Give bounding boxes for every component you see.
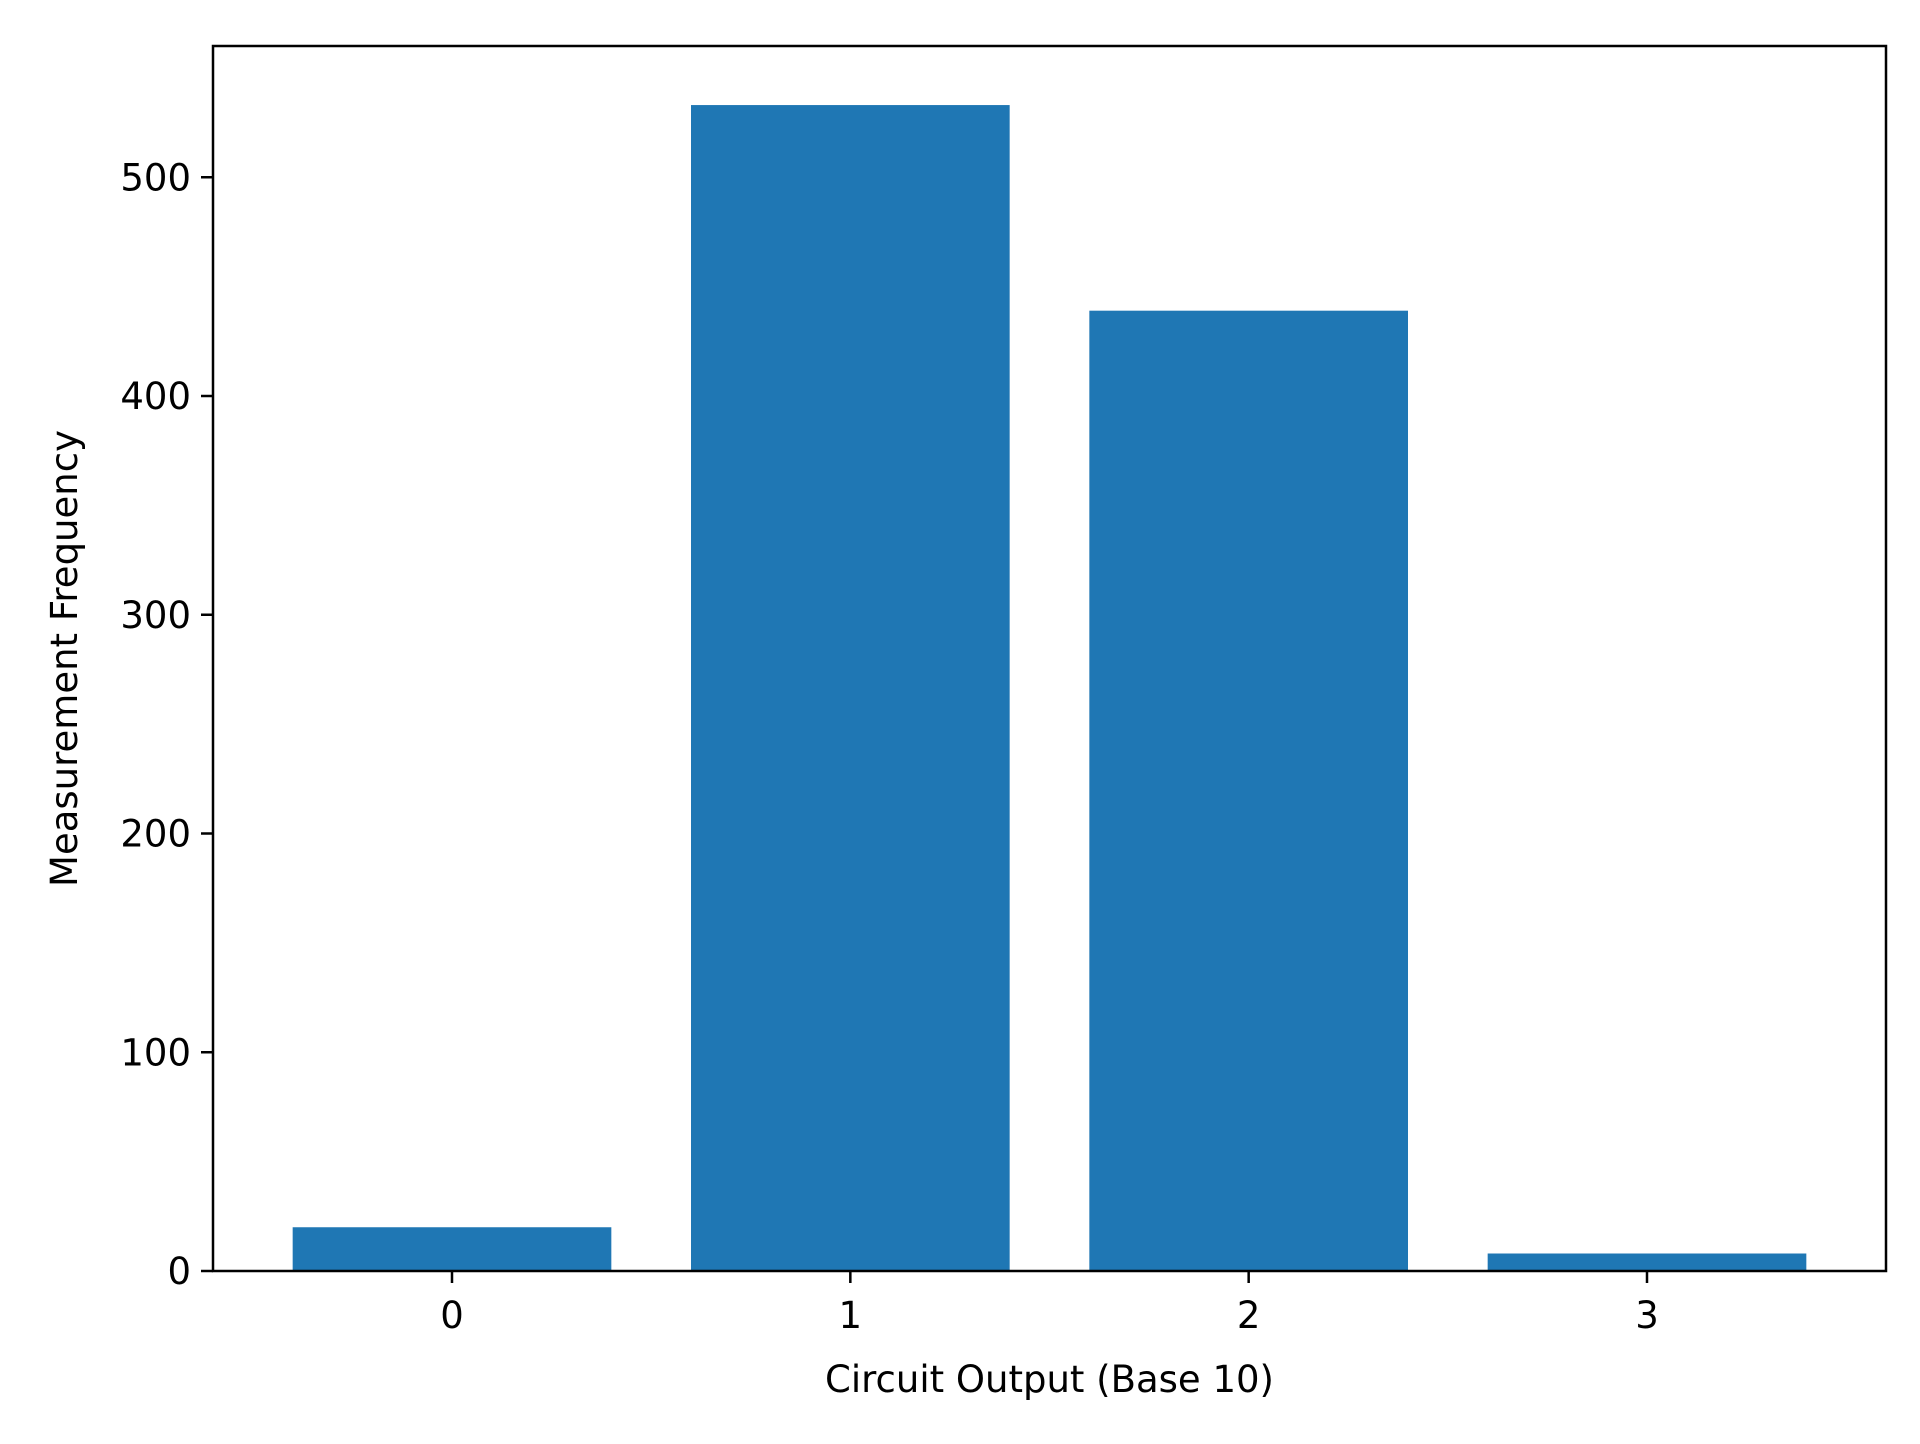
x-tick-label-2: 2 xyxy=(1237,1294,1261,1337)
x-tick-label-3: 3 xyxy=(1635,1294,1659,1337)
bar-0 xyxy=(292,1227,612,1271)
axes-frame xyxy=(211,44,1888,1273)
y-tick-label-300: 300 xyxy=(120,594,191,637)
y-tick-label-400: 400 xyxy=(120,375,191,418)
y-tick-label-500: 500 xyxy=(120,156,191,199)
bars-layer xyxy=(292,105,1807,1271)
ticks-layer: 0 100 200 300 400 500 0 1 2 3 xyxy=(120,156,1658,1337)
axes-layer xyxy=(211,44,1888,1273)
y-axis-title: Measurement Frequency xyxy=(43,430,86,887)
y-tick-label-100: 100 xyxy=(120,1031,191,1074)
bar-3 xyxy=(1487,1253,1807,1271)
x-tick-label-0: 0 xyxy=(440,1294,464,1337)
x-tick-label-1: 1 xyxy=(839,1294,863,1337)
x-axis-title: Circuit Output (Base 10) xyxy=(825,1358,1274,1401)
y-tick-label-200: 200 xyxy=(120,813,191,856)
bar-2 xyxy=(1089,310,1408,1271)
bar-1 xyxy=(691,105,1010,1271)
y-tick-label-0: 0 xyxy=(167,1250,191,1293)
